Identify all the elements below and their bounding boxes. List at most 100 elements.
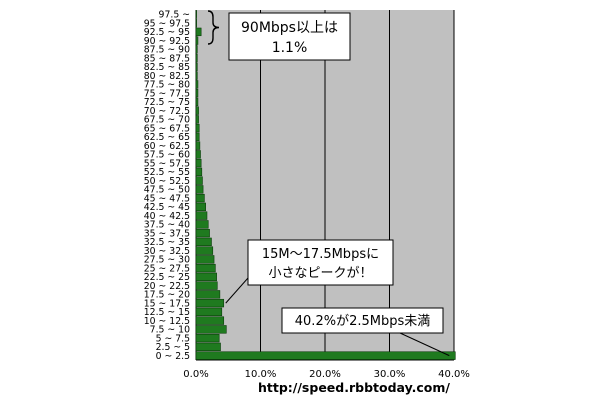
y-tick-label: 27.5 ~ 30 [144,255,190,266]
bar [195,176,203,185]
y-tick-label: 87.5 ~ 90 [144,45,190,56]
bar [195,123,200,133]
bar [195,290,221,299]
bars [195,10,456,360]
bar [195,36,199,45]
bar [195,97,199,107]
annotation-text: 15M～17.5Mbpsに [262,247,379,262]
y-tick-label: 92.5 ~ 95 [144,27,190,38]
x-tick-label: 10.0% [245,369,277,380]
bar [195,132,200,142]
y-tick-label: 85 ~ 87.5 [144,53,190,64]
y-tick-label: 20 ~ 22.5 [144,281,190,292]
bar [195,263,216,273]
bar [195,71,198,80]
annotation-box [281,307,444,334]
y-tick-label: 52.5 ~ 55 [144,167,190,178]
annotation-callout: 40.2%が2.5Mbps未満 [281,307,444,334]
bar [195,150,201,159]
bar [195,351,456,360]
bar [195,106,199,115]
y-tick-label: 67.5 ~ 70 [144,115,190,126]
annotation-text: 90Mbps以上は [241,20,338,36]
bar [195,10,197,19]
bar [195,255,215,264]
bar [195,62,198,72]
y-tick-label: 57.5 ~ 60 [144,150,190,161]
y-tick-label: 17.5 ~ 20 [144,290,190,301]
x-tick-label: 30.0% [374,369,406,380]
bar [195,53,198,63]
bar [195,333,220,343]
bar [195,193,205,203]
y-tick-label: 5 ~ 7.5 [156,333,190,344]
annotation-text: 40.2%が2.5Mbps未満 [295,314,430,329]
annotation-callout: 90Mbps以上は 1.1% [228,12,351,61]
bar [195,272,217,282]
y-tick-label: 22.5 ~ 25 [144,272,190,283]
y-tick-label: 72.5 ~ 75 [144,97,190,108]
bar [195,237,212,247]
x-tick-labels: 0.0% 10.0% 20.0% 30.0% 40.0% [183,369,470,380]
y-tick-label: 10 ~ 12.5 [144,316,190,327]
bar [195,158,202,168]
leader-line [225,277,249,304]
source-url: http://speed.rbbtoday.com/ [258,380,450,395]
leader-line [399,332,450,357]
bar [195,316,225,325]
y-tick-label: 45 ~ 47.5 [144,193,190,204]
y-tick-label: 70 ~ 72.5 [144,106,190,117]
y-tick-label: 15 ~ 17.5 [144,298,190,309]
bar [195,307,223,317]
y-tick-label: 77.5 ~ 80 [144,80,190,91]
x-tick-label: 40.0% [438,369,470,380]
bar [195,80,199,89]
y-tick-label: 82.5 ~ 85 [144,62,190,73]
y-tick-label: 25 ~ 27.5 [144,263,190,274]
bar [195,45,198,54]
y-tick-label: 40 ~ 42.5 [144,211,190,222]
annotation-box [228,12,351,61]
bar [195,246,214,255]
y-tick-label: 60 ~ 62.5 [144,141,190,152]
y-tick-label: 35 ~ 37.5 [144,228,190,239]
bar [195,228,210,238]
bar [195,281,218,290]
annotation-box [247,239,394,286]
y-tick-label: 42.5 ~ 45 [144,202,190,213]
brace-mark [207,10,220,45]
bar [195,141,201,150]
y-tick-label: 37.5 ~ 40 [144,220,190,231]
annotation-text: 小さなピークが！ [268,266,372,281]
y-tick-label: 55 ~ 57.5 [144,158,190,169]
y-tick-label: 65 ~ 67.5 [144,123,190,134]
bar [195,325,227,334]
bar [195,27,202,37]
bar [195,115,199,124]
bar [195,211,208,220]
bar [195,167,203,177]
y-tick-label: 62.5 ~ 65 [144,132,190,143]
x-tick-label: 20.0% [309,369,341,380]
bar [195,202,206,212]
y-tick-label: 30 ~ 32.5 [144,246,190,257]
y-tick-label: 80 ~ 82.5 [144,71,190,82]
y-tick-label: 12.5 ~ 15 [144,307,190,318]
bar [195,18,197,28]
y-tick-label: 75 ~ 77.5 [144,88,190,99]
y-tick-label: 95 ~ 97.5 [144,18,190,29]
annotation-text: 1.1% [272,40,308,56]
y-tick-label: 90 ~ 92.5 [144,36,190,47]
bar [195,342,221,352]
y-tick-label: 50 ~ 52.5 [144,176,190,187]
bar [195,88,199,98]
bar [195,298,225,308]
y-tick-label: 97.5 ~ [159,10,190,21]
y-tick-label: 0 ~ 2.5 [156,351,190,362]
y-tick-label: 7.5 ~ 10 [150,325,190,336]
y-tick-label: 2.5 ~ 5 [156,342,190,353]
bar [195,185,204,194]
